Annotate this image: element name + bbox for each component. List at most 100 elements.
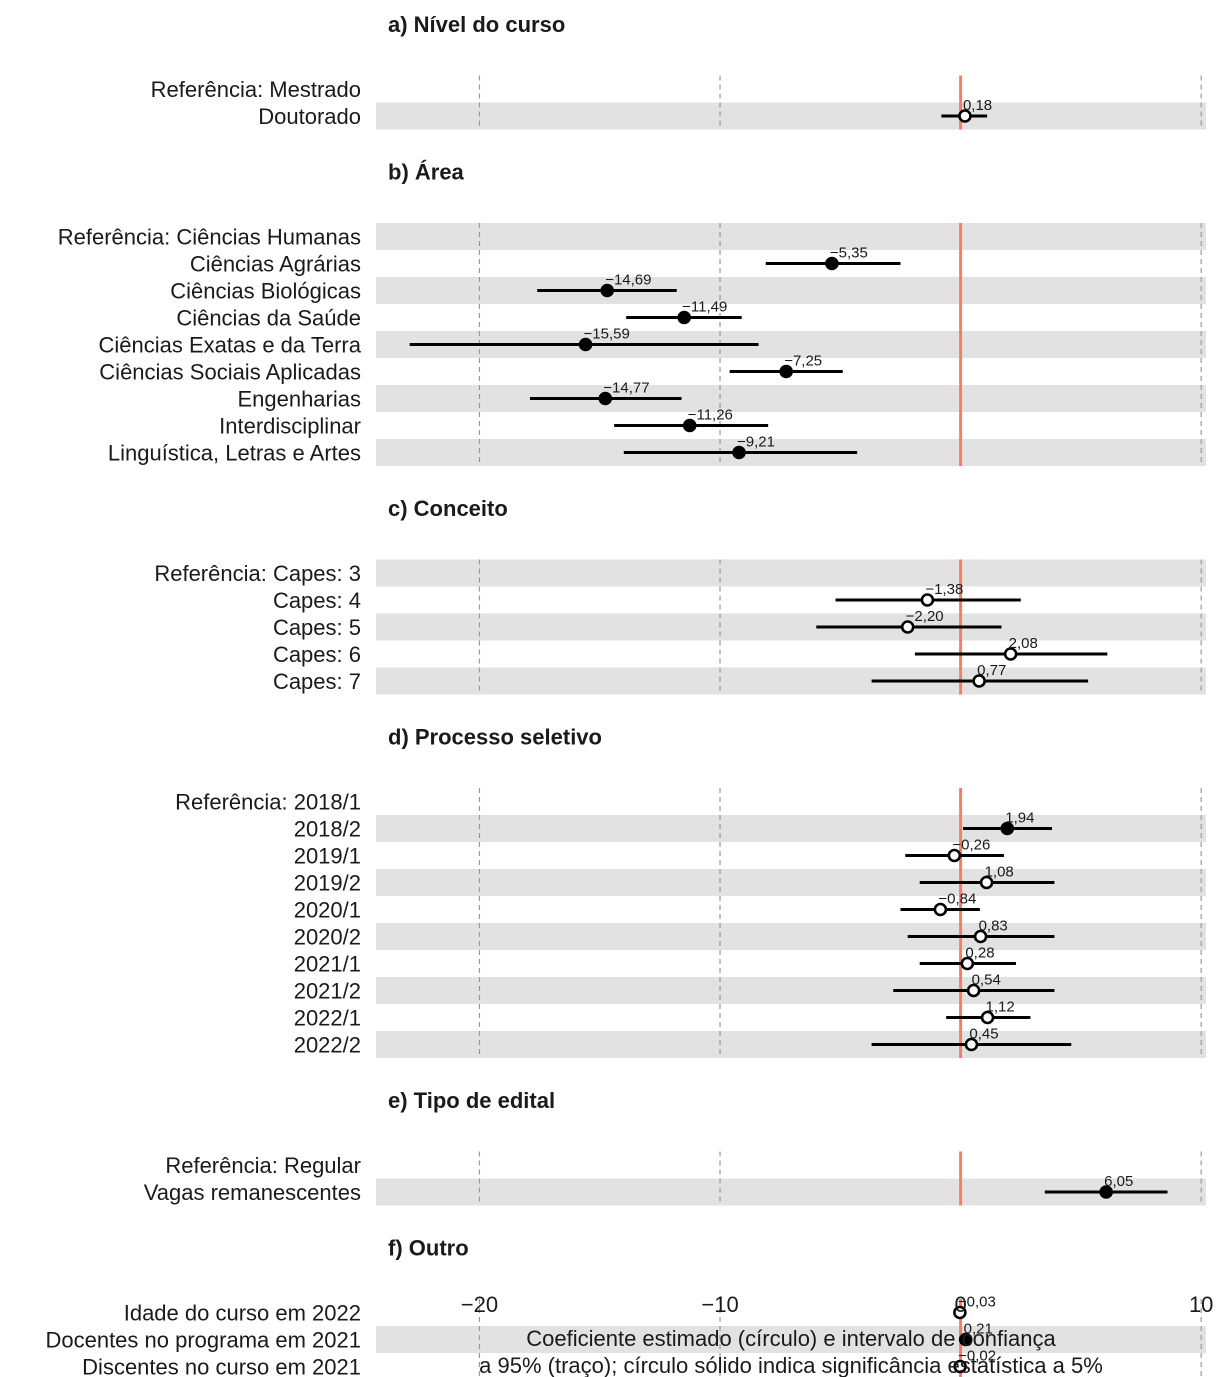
value-label: −0,03 bbox=[958, 1294, 996, 1311]
row-label: Referência: Regular bbox=[165, 1153, 361, 1178]
row-label: Doutorado bbox=[258, 104, 361, 129]
row-label: Capes: 4 bbox=[273, 588, 361, 613]
row-label: Referência: Capes: 3 bbox=[154, 561, 361, 586]
row-label: Ciências Sociais Aplicadas bbox=[99, 360, 361, 385]
row-label: Interdisciplinar bbox=[219, 414, 361, 439]
estimate-point bbox=[953, 1359, 967, 1374]
value-label: 0,77 bbox=[977, 662, 1006, 679]
estimate-point bbox=[958, 109, 972, 123]
row-label: 2022/2 bbox=[294, 1033, 361, 1058]
estimate-point bbox=[972, 674, 986, 688]
panel-title: f) Outro bbox=[388, 1236, 469, 1261]
estimate-point bbox=[1000, 821, 1015, 836]
row-label: Linguística, Letras e Artes bbox=[108, 441, 361, 466]
value-label: −11,26 bbox=[688, 407, 733, 424]
row-label: Vagas remanescentes bbox=[144, 1180, 361, 1205]
x-tick-label: −20 bbox=[461, 1292, 498, 1317]
row-label: 2022/1 bbox=[294, 1006, 361, 1031]
row-label: Idade do curso em 2022 bbox=[124, 1301, 361, 1326]
x-axis-label: a 95% (traço); círculo sólido indica sig… bbox=[479, 1353, 1103, 1377]
estimate-point bbox=[960, 956, 975, 971]
row-stripe bbox=[376, 977, 1206, 1004]
value-label: −9,21 bbox=[737, 434, 775, 451]
value-label: 2,08 bbox=[1009, 635, 1038, 652]
row-label: Capes: 6 bbox=[273, 642, 361, 667]
panel-1: a) Nível do curso Referência: MestradoDou… bbox=[151, 12, 1206, 130]
estimate-point bbox=[900, 620, 915, 634]
row-stripe bbox=[376, 559, 1206, 587]
row-stripe bbox=[376, 1326, 1206, 1353]
row-stripe bbox=[376, 102, 1206, 130]
value-label: 0,45 bbox=[969, 1026, 998, 1043]
x-axis: −20 −10 0 10 Coeficiente estimado (círculo) … bbox=[461, 1292, 1214, 1377]
panel-title: b) Área bbox=[388, 160, 465, 185]
panel-title: a) Nível do curso bbox=[388, 12, 565, 37]
row-stripe bbox=[376, 385, 1206, 412]
estimate-point bbox=[953, 1305, 967, 1320]
estimate-point bbox=[933, 902, 948, 917]
value-label: −14,77 bbox=[603, 380, 649, 397]
value-label: −0,02 bbox=[958, 1348, 996, 1365]
row-label: 2021/1 bbox=[294, 952, 361, 977]
value-label: −11,49 bbox=[682, 299, 727, 316]
row-label: Ciências Exatas e da Terra bbox=[98, 333, 361, 358]
value-label: −14,69 bbox=[605, 272, 651, 289]
value-label: −7,25 bbox=[784, 353, 822, 370]
panel-6: f) Outro Idade do curso em 2022 −0,03 Docen… bbox=[45, 1236, 1206, 1377]
row-label: Capes: 7 bbox=[273, 669, 361, 694]
row-label: Referência: Mestrado bbox=[151, 77, 361, 102]
row-label: Capes: 5 bbox=[273, 615, 361, 640]
row-stripe bbox=[376, 869, 1206, 896]
estimate-point bbox=[1099, 1185, 1113, 1199]
row-label: Discentes no curso em 2021 bbox=[82, 1355, 361, 1377]
estimate-point bbox=[578, 337, 593, 352]
x-tick-label: −10 bbox=[701, 1292, 738, 1317]
estimate-point bbox=[600, 283, 614, 298]
estimate-point bbox=[958, 1332, 973, 1347]
estimate-point bbox=[964, 1037, 979, 1052]
estimate-point bbox=[682, 418, 697, 433]
row-label: 2020/2 bbox=[294, 925, 361, 950]
value-label: −1,38 bbox=[925, 581, 963, 598]
estimate-point bbox=[979, 875, 994, 890]
estimate-point bbox=[825, 256, 839, 271]
x-axis-label: Coeficiente estimado (círculo) e interva… bbox=[526, 1326, 1056, 1351]
value-label: 0,54 bbox=[972, 972, 1001, 989]
row-label: Ciências Biológicas bbox=[170, 279, 361, 304]
value-label: −15,59 bbox=[584, 326, 630, 343]
row-label: Docentes no programa em 2021 bbox=[45, 1328, 361, 1353]
row-label: Ciências Agrárias bbox=[190, 252, 361, 277]
value-label: 1,94 bbox=[1005, 810, 1034, 827]
row-stripe bbox=[376, 815, 1206, 842]
estimate-point bbox=[980, 1010, 995, 1025]
panel-5: e) Tipo de edital Referência: RegularVaga… bbox=[144, 1088, 1206, 1206]
value-label: −5,35 bbox=[830, 245, 868, 262]
value-label: −0,84 bbox=[938, 891, 976, 908]
row-label: Referência: Ciências Humanas bbox=[58, 225, 361, 250]
estimate-point bbox=[920, 593, 935, 607]
value-label: −0,26 bbox=[952, 837, 990, 854]
estimate-point bbox=[677, 310, 691, 325]
value-label: 1,12 bbox=[986, 999, 1015, 1016]
value-label: 6,05 bbox=[1104, 1173, 1133, 1190]
estimate-point bbox=[966, 983, 981, 998]
panel-title: d) Processo seletivo bbox=[388, 725, 602, 750]
estimate-point bbox=[1003, 647, 1018, 661]
panel-title: e) Tipo de edital bbox=[388, 1088, 555, 1113]
row-stripe bbox=[376, 613, 1206, 641]
value-label: 0,28 bbox=[965, 945, 994, 962]
row-label: 2018/2 bbox=[294, 817, 361, 842]
value-label: 1,08 bbox=[985, 864, 1014, 881]
estimate-point bbox=[732, 445, 746, 460]
x-tick-label: 0 bbox=[954, 1292, 966, 1317]
row-label: 2019/2 bbox=[294, 871, 361, 896]
row-label: Referência: 2018/1 bbox=[175, 790, 361, 815]
row-stripe bbox=[376, 1031, 1206, 1058]
value-label: 0,83 bbox=[979, 918, 1008, 935]
estimate-point bbox=[973, 929, 988, 944]
value-label: −0,09 bbox=[956, 1375, 994, 1377]
row-label: Ciências da Saúde bbox=[176, 306, 361, 331]
